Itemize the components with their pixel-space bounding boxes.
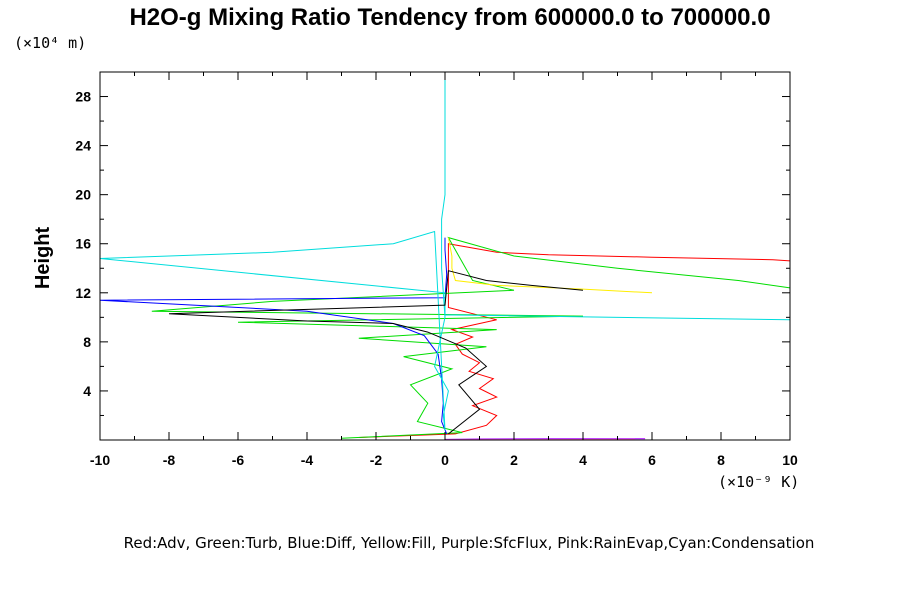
legend-caption: Red:Adv, Green:Turb, Blue:Diff, Yellow:F… [124, 534, 815, 552]
y-tick-label: 4 [83, 383, 91, 399]
x-units-label: (×10⁻⁹ K) [718, 473, 799, 491]
y-tick-label: 16 [75, 236, 91, 252]
x-tick-label: 6 [648, 452, 656, 468]
x-tick-label: 2 [510, 452, 518, 468]
x-tick-label: -10 [90, 452, 110, 468]
series-line-0 [358, 243, 791, 438]
series-line-6 [99, 72, 791, 431]
series-line-7 [168, 270, 584, 435]
y-tick-label: 12 [75, 285, 91, 301]
y-tick-label: 24 [75, 138, 91, 154]
y-tick-label: 8 [83, 334, 91, 350]
x-tick-label: 4 [579, 452, 587, 468]
x-tick-label: 8 [717, 452, 725, 468]
series-layer [99, 72, 791, 441]
y-tick-label: 20 [75, 187, 91, 203]
y-axis-label: Height [32, 227, 54, 290]
x-tick-label: -2 [370, 452, 383, 468]
x-tick-label: -6 [232, 452, 245, 468]
chart-title: H2O-g Mixing Ratio Tendency from 600000.… [129, 4, 770, 31]
x-tick-label: -8 [163, 452, 176, 468]
series-line-1 [151, 236, 791, 439]
x-tick-label: -4 [301, 452, 314, 468]
x-tick-label: 0 [441, 452, 449, 468]
y-units-label: (×10⁴ m) [14, 34, 86, 52]
x-tick-label: 10 [782, 452, 798, 468]
y-tick-label: 28 [75, 89, 91, 105]
series-line-3 [447, 237, 653, 294]
